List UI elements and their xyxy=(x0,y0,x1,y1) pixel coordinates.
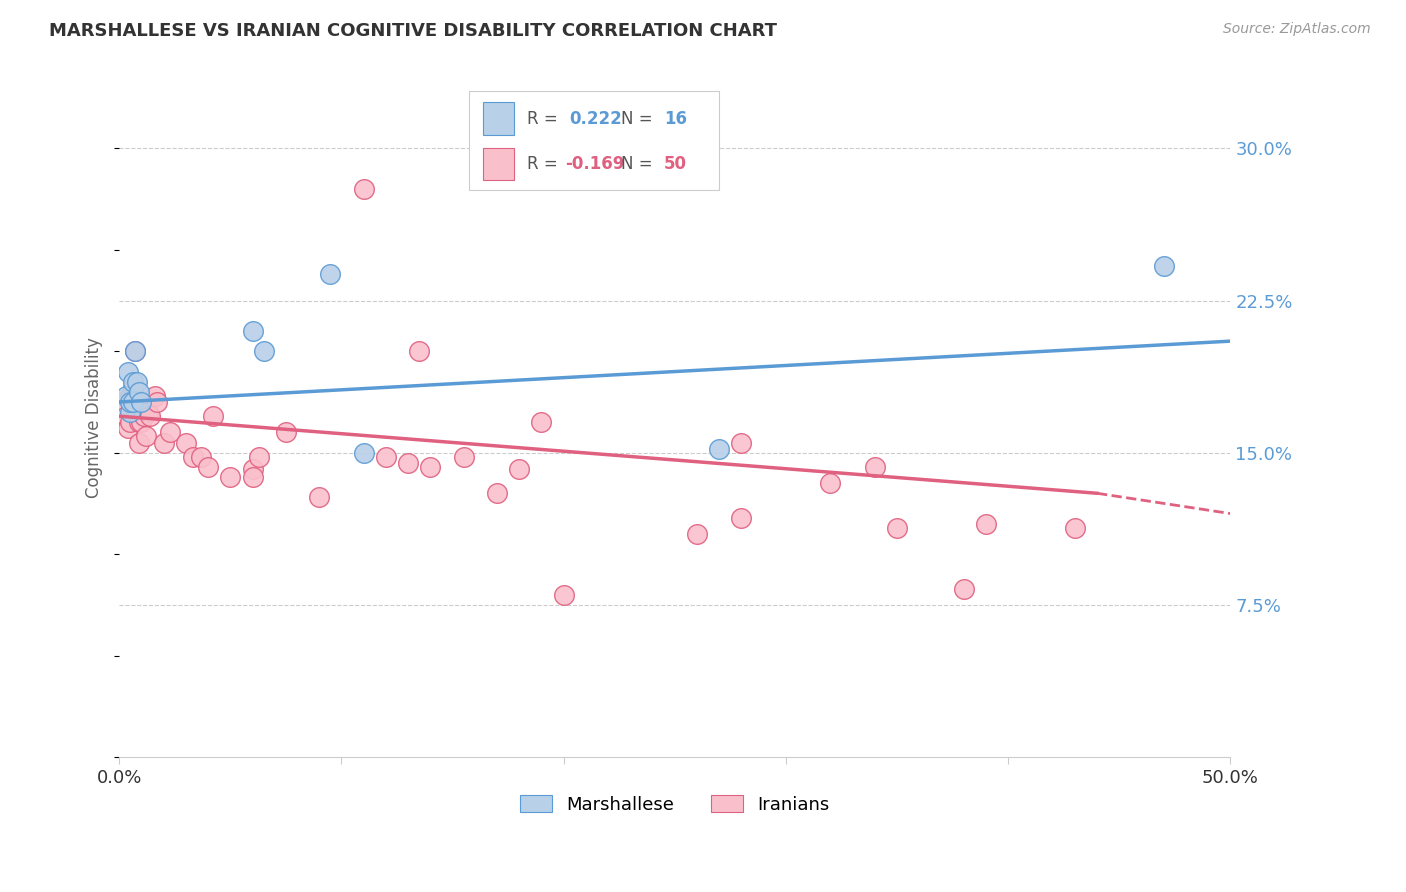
Point xyxy=(353,182,375,196)
Point xyxy=(124,344,146,359)
Text: 16: 16 xyxy=(664,110,686,128)
Point xyxy=(730,435,752,450)
Y-axis label: Cognitive Disability: Cognitive Disability xyxy=(86,337,103,498)
Point xyxy=(886,521,908,535)
Text: Source: ZipAtlas.com: Source: ZipAtlas.com xyxy=(1223,22,1371,37)
Point xyxy=(135,429,157,443)
Point xyxy=(242,324,264,338)
Point xyxy=(686,526,709,541)
Point xyxy=(353,446,375,460)
Point xyxy=(117,365,139,379)
Point xyxy=(319,267,342,281)
Point xyxy=(190,450,212,464)
Text: MARSHALLESE VS IRANIAN COGNITIVE DISABILITY CORRELATION CHART: MARSHALLESE VS IRANIAN COGNITIVE DISABIL… xyxy=(49,22,778,40)
Point xyxy=(131,415,153,429)
Text: 50: 50 xyxy=(664,155,686,173)
Point xyxy=(219,470,242,484)
Point xyxy=(408,344,430,359)
Text: N =: N = xyxy=(621,155,658,173)
Point xyxy=(152,435,174,450)
Point xyxy=(115,409,138,424)
Text: R =: R = xyxy=(527,155,562,173)
Point xyxy=(115,389,138,403)
Text: N =: N = xyxy=(621,110,658,128)
Point xyxy=(136,405,159,419)
Point xyxy=(247,450,270,464)
Point xyxy=(863,459,886,474)
Point xyxy=(139,409,162,424)
Point xyxy=(121,375,143,389)
Point xyxy=(120,389,142,403)
Point xyxy=(117,421,139,435)
Point xyxy=(174,435,197,450)
Point xyxy=(124,344,146,359)
Point xyxy=(530,415,553,429)
Point xyxy=(1153,259,1175,273)
Point xyxy=(143,389,166,403)
Point xyxy=(274,425,297,440)
Point xyxy=(508,462,530,476)
Point xyxy=(486,486,509,500)
Text: -0.169: -0.169 xyxy=(565,155,624,173)
Point xyxy=(181,450,204,464)
Point xyxy=(952,582,974,596)
Point xyxy=(120,405,142,419)
Point xyxy=(201,409,224,424)
Point xyxy=(159,425,181,440)
Point xyxy=(120,395,142,409)
Point xyxy=(128,415,150,429)
FancyBboxPatch shape xyxy=(482,148,513,180)
Point xyxy=(974,516,997,531)
Point xyxy=(709,442,731,456)
Point xyxy=(396,456,419,470)
Point xyxy=(197,459,219,474)
Point xyxy=(125,395,148,409)
Point xyxy=(121,395,143,409)
Point xyxy=(121,381,143,395)
Point xyxy=(131,395,153,409)
Point xyxy=(125,405,148,419)
Point xyxy=(308,491,330,505)
Text: R =: R = xyxy=(527,110,562,128)
Point xyxy=(419,459,441,474)
Point xyxy=(730,510,752,524)
Point xyxy=(128,435,150,450)
FancyBboxPatch shape xyxy=(470,91,720,190)
Point xyxy=(1063,521,1085,535)
Point xyxy=(820,476,842,491)
Point xyxy=(128,384,150,399)
Point xyxy=(453,450,475,464)
FancyBboxPatch shape xyxy=(482,103,513,135)
Point xyxy=(146,395,169,409)
Point xyxy=(242,462,264,476)
Point xyxy=(125,375,148,389)
Point xyxy=(553,588,575,602)
Point xyxy=(120,415,142,429)
Point xyxy=(112,395,135,409)
Legend: Marshallese, Iranians: Marshallese, Iranians xyxy=(510,787,839,822)
Point xyxy=(253,344,276,359)
Text: 0.222: 0.222 xyxy=(569,110,621,128)
Point xyxy=(242,470,264,484)
Point xyxy=(374,450,396,464)
Point xyxy=(132,409,155,424)
